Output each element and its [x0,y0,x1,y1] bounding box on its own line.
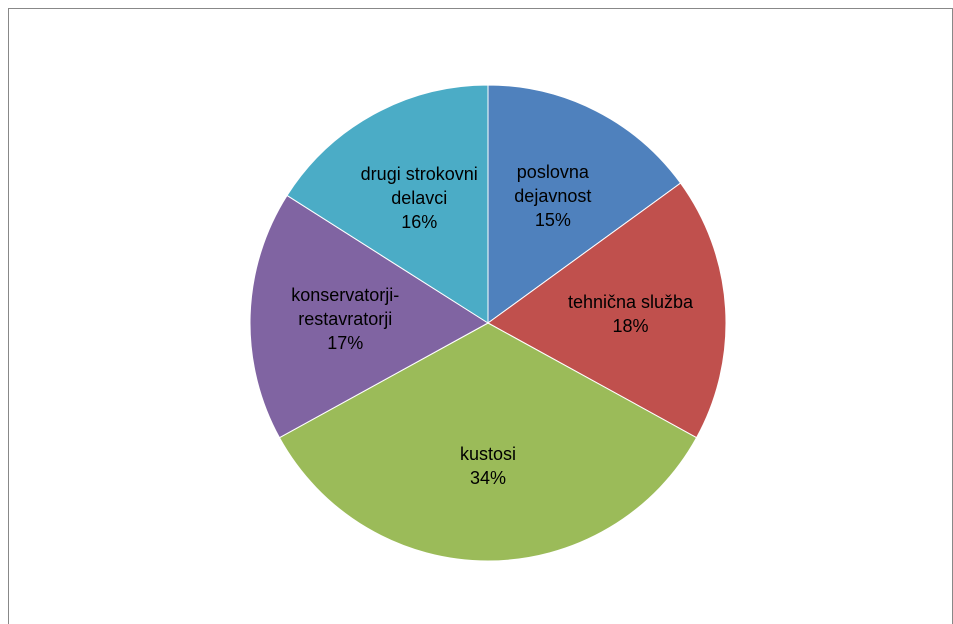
category-label: drugi strokovni delavci [360,163,478,208]
pie-slice [278,322,698,562]
value-label: 34% [469,467,507,488]
category-label: tehnična služba [567,292,694,313]
category-label: poslovna dejavnost [514,161,592,206]
pie-slice [286,84,489,324]
value-label: 15% [534,209,571,230]
slice-label: kustosi 34% [413,442,563,490]
category-label: kustosi [459,443,517,464]
value-label: 18% [612,316,649,337]
pie-slice [487,182,727,439]
pie-slice [487,84,682,324]
value-label: 17% [327,332,364,353]
slice-label: konservatorji-restavratorji 17% [270,283,420,355]
slice-label: poslovna dejavnost 15% [478,160,628,232]
value-label: 16% [401,211,438,232]
pie-slice [249,194,489,439]
slice-label: drugi strokovni delavci 16% [344,162,494,234]
category-label: konservatorji-restavratorji [291,284,400,329]
slice-label: tehnična služba 18% [556,290,706,338]
